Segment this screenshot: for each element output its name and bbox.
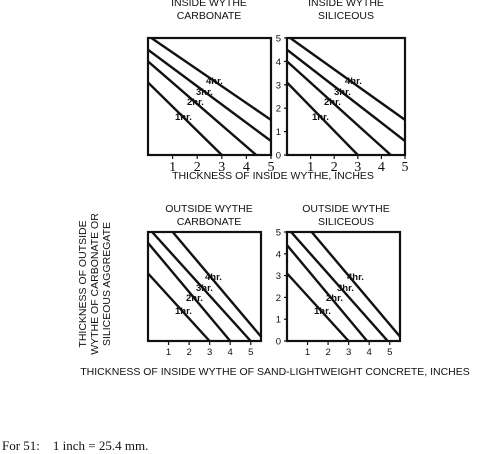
panel-2-curve-4hr <box>288 38 405 121</box>
panel-4-y-tick-5: 5 <box>276 228 281 239</box>
panel-2-x-tick-2: 2 <box>331 160 338 175</box>
panel-1-frame <box>146 36 273 157</box>
panel-2-y-tick-3: 3 <box>276 80 281 91</box>
panel-3-title-line-2: CARBONATE <box>177 216 242 228</box>
panel-1-curve-2hr <box>148 60 257 155</box>
panel-4-curve-2hr <box>287 244 369 341</box>
panel-4-curve-label-3hr: 3hr. <box>337 283 354 294</box>
panel-3-title-line-1: OUTSIDE WYTHE <box>165 203 253 215</box>
panel-2-y-tick-2: 2 <box>276 104 281 115</box>
top-x-axis-label: THICKNESS OF INSIDE WYTHE, INCHES <box>172 170 374 182</box>
panel-2-curve-label-4hr: 4hr. <box>345 76 362 87</box>
panel-1-curve-3hr <box>148 48 271 142</box>
panel-1-x-tick-1: 1 <box>169 160 176 175</box>
panel-4-curve-4hr <box>310 232 400 338</box>
panel-3-x-tick-4: 4 <box>228 347 233 358</box>
panel-2-curve-label-1hr: 1hr. <box>312 112 329 123</box>
y-axis-label-line-3: SILICEOUS AGGREGATE <box>101 222 113 346</box>
panel-2-title-line-1: INSIDE WYTHE <box>308 0 384 9</box>
panel-3-curve-label-2hr: 2hr. <box>186 293 203 304</box>
panel-3-x-tick-1: 1 <box>166 347 171 358</box>
panel-4-curve-label-2hr: 2hr. <box>326 293 343 304</box>
panel-2-curve-2hr <box>287 60 392 155</box>
panel-3-x-tick-3: 3 <box>207 347 212 358</box>
panel-1-x-tick-5: 5 <box>268 160 275 175</box>
panel-2-y-tick-5: 5 <box>276 34 281 45</box>
panel-2-x-tick-5: 5 <box>402 160 409 175</box>
panel-4-y-tick-4: 4 <box>276 249 281 260</box>
y-axis-label-line-1: THICKNESS OF OUTSIDE <box>77 220 89 347</box>
panel-4-y-tick-0: 0 <box>276 337 281 348</box>
panel-3-x-tick-5: 5 <box>248 347 253 358</box>
panel-2-y-tick-0: 0 <box>276 151 281 162</box>
panel-3-curve-1hr <box>148 272 211 341</box>
panel-4-x-tick-2: 2 <box>325 347 330 358</box>
panel-1-x-tick-4: 4 <box>243 160 250 175</box>
panel-1-curve-label-2hr: 2hr. <box>187 97 204 108</box>
panel-2-title-line-2: SILICEOUS <box>318 10 374 22</box>
panel-1-curve-label-3hr: 3hr. <box>196 87 213 98</box>
panel-3-frame <box>146 230 263 343</box>
panel-1-title-line-2: CARBONATE <box>177 10 242 22</box>
panel-2-x-tick-1: 1 <box>307 160 314 175</box>
panel-2-curve-label-3hr: 3hr. <box>334 87 351 98</box>
panel-2-curve-1hr <box>287 81 359 155</box>
panel-3-curve-label-3hr: 3hr. <box>196 283 213 294</box>
panel-3-x-tick-2: 2 <box>186 347 191 358</box>
panel-1-curve-label-1hr: 1hr. <box>175 112 192 123</box>
panel-4-x-tick-4: 4 <box>367 347 372 358</box>
panel-4-x-tick-3: 3 <box>346 347 351 358</box>
panel-4-y-tick-2: 2 <box>276 293 281 304</box>
panel-4-x-tick-5: 5 <box>387 347 392 358</box>
panel-1-curve-1hr <box>148 81 223 155</box>
panel-4-y-tick-1: 1 <box>276 315 281 326</box>
panel-2-y-tick-4: 4 <box>276 57 281 68</box>
panel-1-curve-label-4hr: 4hr. <box>206 76 223 87</box>
panel-2-frame <box>285 36 407 157</box>
panel-1-x-tick-2: 2 <box>194 160 201 175</box>
panel-4-curve-label-4hr: 4hr. <box>347 272 364 283</box>
panel-1-title-line-1: INSIDE WYTHE <box>171 0 247 9</box>
panel-4-frame <box>285 230 402 343</box>
panel-3-curve-label-1hr: 1hr. <box>175 306 192 317</box>
footnote: For 51: 1 inch = 25.4 mm. <box>2 438 149 453</box>
panel-2-x-tick-4: 4 <box>378 160 385 175</box>
panel-4-curve-3hr <box>290 232 389 341</box>
panel-2-x-tick-3: 3 <box>354 160 361 175</box>
panel-3-curve-4hr <box>171 232 261 338</box>
panel-3-curve-label-4hr: 4hr. <box>205 272 222 283</box>
shared-y-axis-label: THICKNESS OF OUTSIDE WYTHE OF CARBONATE … <box>77 213 113 355</box>
panel-1-curve-4hr <box>149 38 271 121</box>
panel-1-x-tick-3: 3 <box>218 160 225 175</box>
y-axis-label-line-2: WYTHE OF CARBONATE OR <box>89 213 101 355</box>
panel-2-curve-label-2hr: 2hr. <box>324 97 341 108</box>
panel-4-curve-label-1hr: 1hr. <box>314 306 331 317</box>
panel-2-y-tick-1: 1 <box>276 127 281 138</box>
panel-4-curve-1hr <box>287 272 350 341</box>
panel-4-x-tick-1: 1 <box>305 347 310 358</box>
panel-3-curve-3hr <box>151 232 252 341</box>
panel-3-curve-2hr <box>148 242 232 341</box>
panel-2-curve-3hr <box>287 48 405 142</box>
panel-4-title-line-2: SILICEOUS <box>318 216 374 228</box>
panel-4-y-tick-3: 3 <box>276 271 281 282</box>
panel-4-title-line-1: OUTSIDE WYTHE <box>302 203 390 215</box>
bottom-x-axis-label: THICKNESS OF INSIDE WYTHE OF SAND-LIGHTW… <box>80 366 470 378</box>
